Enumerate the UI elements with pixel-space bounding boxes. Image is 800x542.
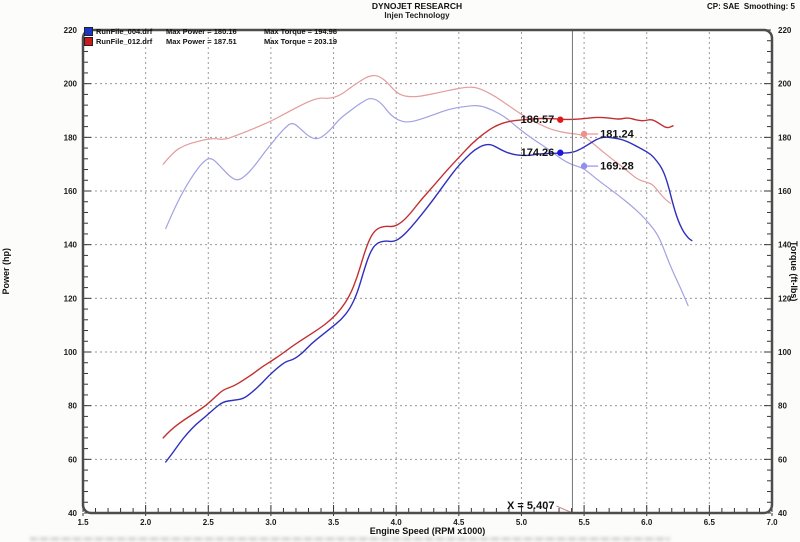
y-tick-label-left: 200 xyxy=(64,80,78,89)
x-axis-title: Engine Speed (RPM x1000) xyxy=(369,526,486,536)
y-tick-label-right: 120 xyxy=(778,294,792,303)
y-tick-label-right: 60 xyxy=(778,455,787,464)
y-tick-label-right: 140 xyxy=(778,241,792,250)
y-tick-label-right: 160 xyxy=(778,187,792,196)
y-tick-label-left: 180 xyxy=(64,133,78,142)
x-tick-label: 4.0 xyxy=(391,518,403,527)
y-tick-label-left: 40 xyxy=(68,509,77,518)
readout-label-power_red: 186.57 xyxy=(521,114,555,126)
y-tick-label-left: 80 xyxy=(68,402,77,411)
readout-label-torque_red: 181.24 xyxy=(600,129,635,141)
legend-run-2: RunFile_012.drf Max Power = 187.51 Max T… xyxy=(84,36,338,47)
y-tick-label-right: 100 xyxy=(778,348,792,357)
legend: RunFile_004.drf Max Power = 180.16 Max T… xyxy=(84,27,337,46)
run1-filename: RunFile_004.drf xyxy=(96,27,153,37)
run1-max-torque: Max Torque = 194.96 xyxy=(264,27,338,37)
y-tick-label-right: 180 xyxy=(778,133,792,142)
curve-power_red xyxy=(162,116,674,439)
y-tick-label-right: 220 xyxy=(778,26,792,35)
x-tick-label: 6.0 xyxy=(641,518,653,527)
run1-color-swatch xyxy=(84,27,93,37)
plot-background xyxy=(83,30,772,513)
run1-max-power: Max Power = 180.16 xyxy=(166,27,237,37)
y-tick-label-left: 220 xyxy=(64,26,78,35)
y-tick-label-left: 160 xyxy=(64,187,78,196)
readout-dot-torque_blue xyxy=(580,162,588,170)
y-axis-title-torque: Torque (ft-lbs) xyxy=(789,240,799,302)
run2-color-swatch xyxy=(84,36,93,46)
cropped-watermark-strip xyxy=(30,537,670,541)
y-tick-label-right: 40 xyxy=(778,509,787,518)
run2-max-power: Max Power = 187.51 xyxy=(166,36,237,46)
y-tick-label-left: 140 xyxy=(64,241,78,250)
x-tick-label: 5.5 xyxy=(579,518,591,527)
y-tick-label-right: 200 xyxy=(778,80,792,89)
y-tick-label-left: 60 xyxy=(68,455,77,464)
x-tick-label: 7.0 xyxy=(766,518,778,527)
x-tick-label: 4.5 xyxy=(453,518,465,527)
curve-torque_red xyxy=(162,74,672,204)
y-tick-label-left: 100 xyxy=(64,348,78,357)
x-tick-label: 3.5 xyxy=(328,518,340,527)
x-tick-label: 5.0 xyxy=(516,518,528,527)
x-tick-label: 6.5 xyxy=(704,518,716,527)
legend-run-1: RunFile_004.drf Max Power = 180.16 Max T… xyxy=(84,27,337,37)
x-tick-label: 1.5 xyxy=(77,518,89,527)
tick-labels: 1.5 2.0 2.5 3.0 3.5 4.0 4.5 5.0 5.5 6.0 6.5 7.040 40… xyxy=(64,26,792,527)
readout-dot-torque_red xyxy=(580,130,588,138)
readout-label-power_blue: 174.26 xyxy=(521,147,555,159)
x-tick-label: 3.0 xyxy=(265,518,277,527)
readout-dot-power_blue xyxy=(557,149,564,156)
y-tick-label-left: 120 xyxy=(64,294,78,303)
cursor-readouts: 186.57 181.24 174.26 169.28 xyxy=(521,114,635,172)
x-tick-label: 2.0 xyxy=(140,518,152,527)
readout-label-torque_blue: 169.28 xyxy=(600,161,634,173)
plot-frame xyxy=(81,28,774,515)
y-axis-title-power: Power (hp) xyxy=(1,247,11,295)
page-subtitle: Injen Technology xyxy=(384,11,450,20)
curve-power_blue xyxy=(165,136,693,463)
cursor-x-label: X = 5.407 xyxy=(507,500,554,512)
page-title: DYNOJET RESEARCH xyxy=(371,1,463,11)
readout-dot-power_red xyxy=(557,116,564,123)
curve-torque_blue xyxy=(165,97,689,307)
y-tick-label-right: 80 xyxy=(778,402,787,411)
run2-max-torque: Max Torque = 203.19 xyxy=(264,36,338,46)
smoothing-settings-label: CP: SAE Smoothing: 5 xyxy=(707,2,795,11)
x-tick-label: 2.5 xyxy=(203,518,215,527)
run2-filename: RunFile_012.drf xyxy=(96,36,153,46)
gridlines xyxy=(85,32,770,511)
